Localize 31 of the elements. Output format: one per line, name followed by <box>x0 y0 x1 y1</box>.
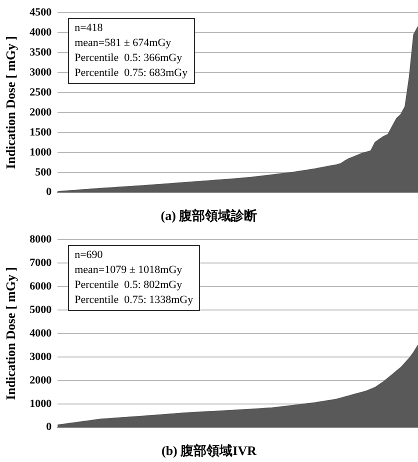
annotation: Percentile 0.5: 802mGy <box>74 278 182 291</box>
annotation: n=418 <box>74 22 103 34</box>
y-tick-label: 0 <box>46 421 52 434</box>
y-tick-label: 0 <box>46 186 52 198</box>
y-tick-label: 5000 <box>30 304 52 316</box>
y-tick-label: 2000 <box>30 106 52 118</box>
annotation: Percentile 0.75: 683mGy <box>74 66 188 79</box>
y-tick-label: 4000 <box>30 327 52 340</box>
text: (b) 腹部領域IVR <box>160 442 258 460</box>
y-tick-label: 7000 <box>30 256 52 269</box>
y-tick-label: 2000 <box>30 374 52 386</box>
y-tick-label: 4000 <box>30 26 52 38</box>
annotation: Percentile 0.75: 1338mGy <box>74 294 194 306</box>
y-axis-title: Indication Dose [ mGy ] <box>3 267 18 400</box>
y-tick-label: 8000 <box>30 233 52 246</box>
y-tick-label: 3500 <box>30 46 52 58</box>
y-tick-label: 1000 <box>30 146 52 158</box>
y-tick-label: 6000 <box>30 280 52 292</box>
y-tick-label: 4500 <box>30 6 52 18</box>
y-tick-label: 1500 <box>30 126 52 138</box>
annotation: mean=1079 ± 1018mGy <box>74 264 182 276</box>
annotation: n=690 <box>74 248 103 261</box>
y-tick-label: 500 <box>35 166 52 178</box>
y-tick-label: 3000 <box>30 350 52 363</box>
annotation: mean=581 ± 674mGy <box>74 36 172 49</box>
y-tick-label: 3000 <box>30 66 52 78</box>
y-axis-title: Indication Dose [ mGy ] <box>3 36 18 169</box>
annotation: Percentile 0.5: 366mGy <box>74 52 182 64</box>
y-tick-label: 1000 <box>30 398 52 410</box>
text: (a) 腹部領域診断 <box>160 207 258 225</box>
y-tick-label: 2500 <box>30 86 52 98</box>
